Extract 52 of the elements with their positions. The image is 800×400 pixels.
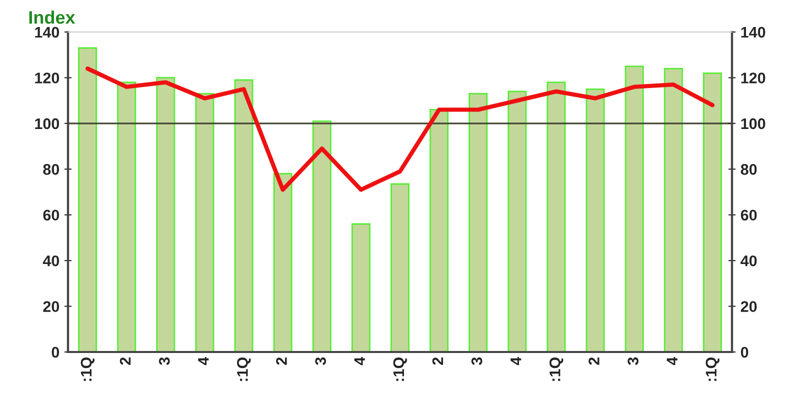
x-tick-label: 2 (588, 357, 600, 365)
bar (117, 82, 136, 352)
bar (468, 93, 488, 352)
y-tick-label: 20 (43, 301, 60, 312)
y2-tick-label: 120 (741, 72, 766, 84)
y-tick-label: 40 (42, 255, 60, 266)
bar (702, 72, 722, 352)
y2-tick-label: 20 (740, 301, 757, 312)
bar (546, 82, 566, 352)
bar (234, 79, 254, 352)
y2-tick-label: 40 (740, 255, 757, 266)
bar (390, 183, 410, 352)
bar (156, 77, 176, 352)
x-tick-label: 3 (471, 357, 482, 366)
y-tick-label: 80 (43, 164, 60, 175)
y2-tick-label: 80 (740, 164, 757, 175)
x-tick-label: 4 (198, 356, 209, 366)
y2-tick-label: 140 (741, 26, 766, 38)
y-tick-label: 140 (35, 26, 60, 38)
bar (195, 93, 214, 352)
bar (78, 47, 98, 352)
chart-title: Index (29, 10, 76, 24)
x-tick-label: 3 (158, 357, 170, 366)
bar (430, 109, 449, 352)
x-tick-label: :1Q (237, 358, 251, 381)
x-tick-label: :1Q (550, 358, 564, 381)
bar (508, 90, 527, 352)
x-tick-label: :1Q (393, 358, 407, 381)
x-tick-label: 4 (666, 356, 678, 366)
bar (351, 223, 370, 352)
line-series (85, 66, 715, 192)
bar (586, 88, 605, 352)
x-tick-label: 2 (120, 357, 131, 365)
bar (664, 68, 683, 352)
x-tick-label: 4 (354, 356, 365, 366)
y-tick-label: 60 (43, 210, 60, 221)
x-tick-label: 3 (628, 357, 638, 366)
x-tick-label: 3 (315, 357, 326, 366)
x-tick-label: :1Q (706, 358, 720, 381)
x-tick-label: 4 (510, 356, 522, 366)
y-tick-label: 100 (35, 118, 60, 130)
y-tick-label: 0 (52, 346, 60, 358)
y2-tick-label: 100 (741, 118, 766, 130)
bar (624, 66, 644, 352)
x-tick-label: :1Q (80, 358, 94, 381)
y2-tick-label: 0 (740, 346, 748, 358)
y2-tick-label: 60 (740, 210, 757, 221)
bar (312, 120, 332, 352)
x-tick-label: 2 (276, 357, 287, 365)
bar (273, 173, 292, 352)
y-tick-label: 120 (35, 72, 60, 84)
x-tick-label: 2 (432, 357, 444, 365)
